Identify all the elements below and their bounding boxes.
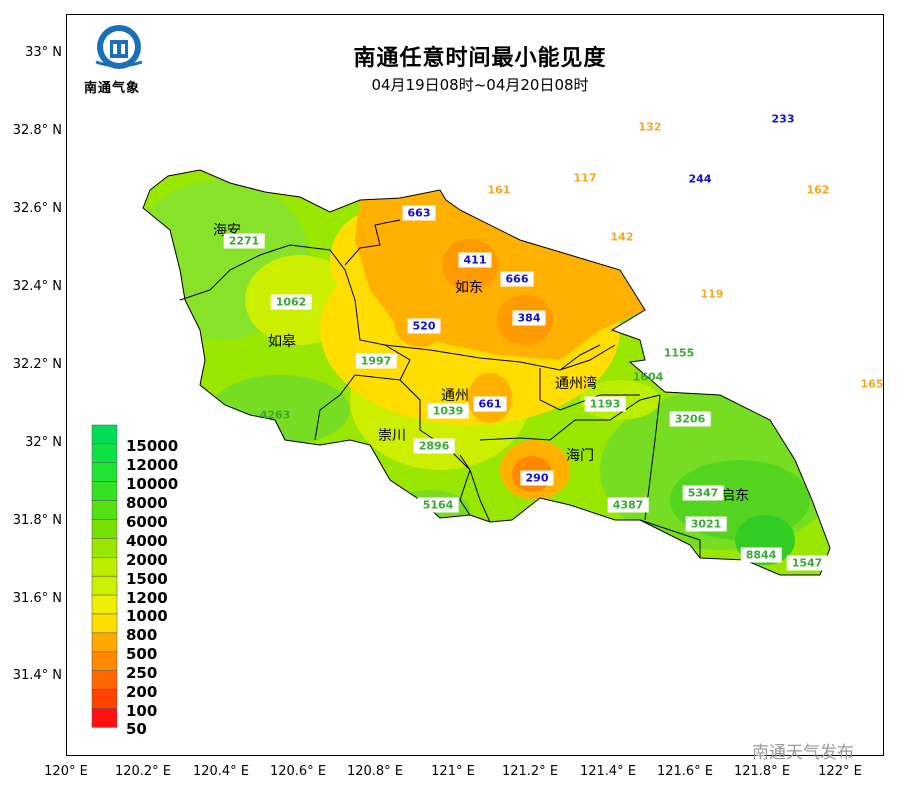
lat-tick: 32° N: [25, 435, 62, 450]
logo-text: 南通气象: [84, 81, 141, 96]
place-label: 崇川: [378, 428, 406, 444]
station-value: 4387: [607, 497, 649, 513]
lat-tick: 33° N: [25, 45, 62, 60]
legend-label: 8000: [126, 494, 168, 512]
station-value: 666: [500, 271, 534, 287]
station-value: 3206: [669, 411, 711, 427]
lon-tick: 121.6° E: [656, 764, 714, 779]
station-value: 1547: [786, 555, 828, 571]
station-value: 161: [487, 183, 511, 197]
station-value: 290: [520, 470, 554, 486]
legend-label: 10000: [126, 475, 179, 493]
lon-tick: 120.4° E: [192, 764, 250, 779]
lon-tick: 120.8° E: [346, 764, 404, 779]
station-value: 1155: [663, 346, 695, 360]
station-value: 1062: [270, 294, 312, 310]
station-value: 8844: [740, 547, 782, 563]
station-value: 142: [610, 230, 634, 244]
legend-color-bar: [91, 424, 118, 728]
station-value: 2896: [413, 438, 455, 454]
legend-label: 15000: [126, 437, 179, 455]
place-label: 通州湾: [555, 376, 597, 392]
lat-tick: 31.8° N: [12, 513, 62, 528]
station-value: 5164: [417, 497, 459, 513]
lat-tick: 32.6° N: [12, 201, 62, 216]
legend-label: 200: [126, 683, 158, 701]
station-value: 132: [638, 120, 662, 134]
lon-tick: 121.2° E: [501, 764, 559, 779]
map-title: 南通任意时间最小能见度: [353, 46, 607, 71]
station-value: 4263: [259, 408, 291, 422]
station-value: 1193: [584, 396, 626, 412]
place-label: 海门: [566, 448, 594, 464]
station-value: 411: [458, 252, 492, 268]
legend-label: 4000: [126, 532, 168, 550]
station-value: 2271: [223, 233, 265, 249]
legend-label: 1500: [126, 570, 168, 588]
legend-swatch: [91, 708, 118, 728]
station-value: 384: [512, 310, 546, 326]
station-value: 661: [473, 396, 507, 412]
station-value: 244: [688, 172, 712, 186]
lon-tick: 121.8° E: [733, 764, 791, 779]
legend-label: 12000: [126, 456, 179, 474]
place-label: 如东: [455, 280, 483, 296]
station-value: 663: [402, 205, 436, 221]
legend-label: 2000: [126, 551, 168, 569]
lon-tick: 121.4° E: [579, 764, 637, 779]
station-value: 3021: [685, 516, 727, 532]
place-label: 通州: [441, 388, 469, 404]
lon-tick: 121° E: [431, 764, 475, 779]
lat-tick: 31.6° N: [12, 591, 62, 606]
station-value: 162: [806, 183, 830, 197]
lon-tick: 120.6° E: [269, 764, 327, 779]
station-value: 117: [573, 171, 597, 185]
lon-tick: 120.2° E: [114, 764, 172, 779]
station-value: 165: [860, 377, 884, 391]
legend-label: 6000: [126, 513, 168, 531]
map-subtitle: 04月19日08时~04月20日08时: [371, 76, 589, 94]
lon-tick: 120° E: [44, 764, 88, 779]
lat-tick: 32.2° N: [12, 357, 62, 372]
station-value: 1604: [632, 370, 664, 384]
legend-label: 800: [126, 626, 158, 644]
station-value: 520: [407, 318, 441, 334]
place-label: 启东: [721, 488, 749, 504]
place-label: 如皋: [268, 334, 296, 350]
legend-label: 1200: [126, 589, 168, 607]
lon-tick: 122° E: [818, 764, 862, 779]
map-frame: [66, 14, 884, 756]
lat-tick: 31.4° N: [12, 668, 62, 683]
lat-tick: 32.8° N: [12, 123, 62, 138]
legend-label: 100: [126, 702, 158, 720]
station-value: 5347: [682, 485, 724, 501]
legend-label: 250: [126, 664, 158, 682]
station-value: 1997: [355, 353, 397, 369]
legend-label: 500: [126, 645, 158, 663]
lat-tick: 32.4° N: [12, 279, 62, 294]
watermark: 南通天气发布: [752, 743, 854, 763]
station-value: 1039: [427, 403, 469, 419]
station-value: 119: [700, 287, 724, 301]
legend-label: 50: [126, 720, 147, 738]
legend-label: 1000: [126, 607, 168, 625]
cma-logo-icon: [95, 25, 143, 69]
station-value: 233: [771, 112, 795, 126]
